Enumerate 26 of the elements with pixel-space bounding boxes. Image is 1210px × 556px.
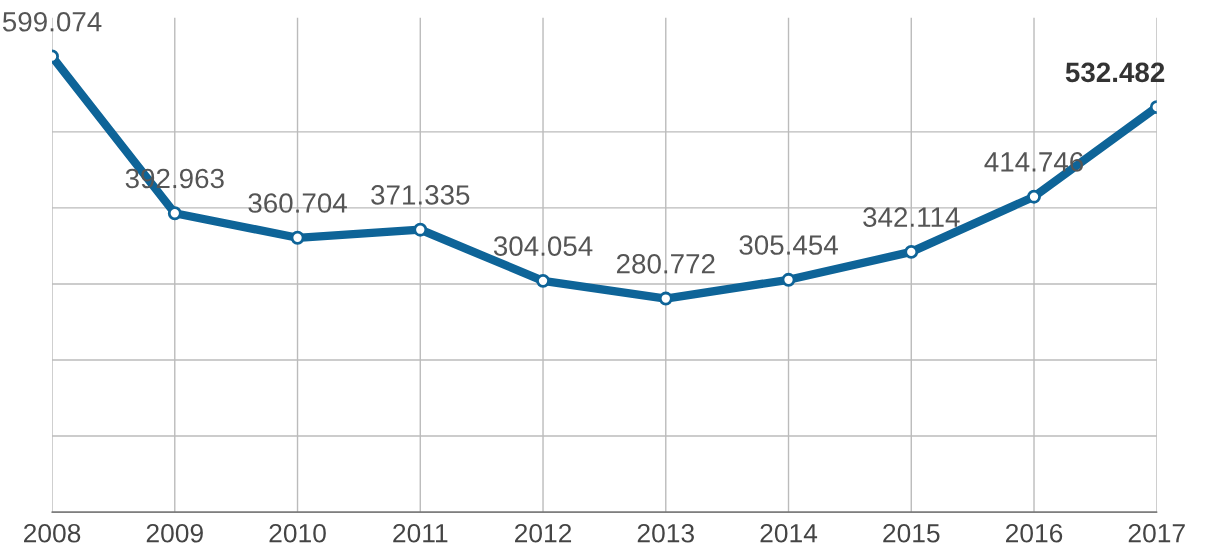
data-label: 280.772 bbox=[616, 253, 715, 274]
point bbox=[290, 230, 305, 245]
data-label: 371.335 bbox=[371, 185, 470, 205]
x-tick-label: 2010 bbox=[269, 523, 326, 543]
x-tick-label: 2009 bbox=[146, 523, 203, 543]
x-tick-label: 2008 bbox=[24, 523, 81, 543]
x-tick-label: 2012 bbox=[515, 523, 572, 543]
x-tick-label: 2015 bbox=[883, 523, 940, 543]
point bbox=[413, 222, 428, 237]
point bbox=[167, 206, 182, 221]
data-label: 599.074 bbox=[2, 11, 102, 32]
data-label: 304.054 bbox=[493, 236, 593, 256]
x-tick-label: 2011 bbox=[393, 523, 448, 543]
point bbox=[904, 244, 919, 259]
point bbox=[1027, 189, 1041, 204]
data-label: 305.454 bbox=[739, 235, 838, 255]
x-tick-label: 2016 bbox=[1005, 523, 1063, 543]
x-tick-label: 2014 bbox=[760, 523, 818, 543]
point bbox=[781, 272, 796, 287]
data-label: 532.482 bbox=[1065, 62, 1165, 83]
x-tick-label: 2013 bbox=[637, 523, 694, 543]
x-tick-label: 2017 bbox=[1128, 523, 1185, 543]
data-label: 360.704 bbox=[248, 193, 347, 213]
point bbox=[658, 291, 673, 306]
data-label: 342.114 bbox=[863, 207, 960, 227]
point bbox=[536, 273, 550, 288]
